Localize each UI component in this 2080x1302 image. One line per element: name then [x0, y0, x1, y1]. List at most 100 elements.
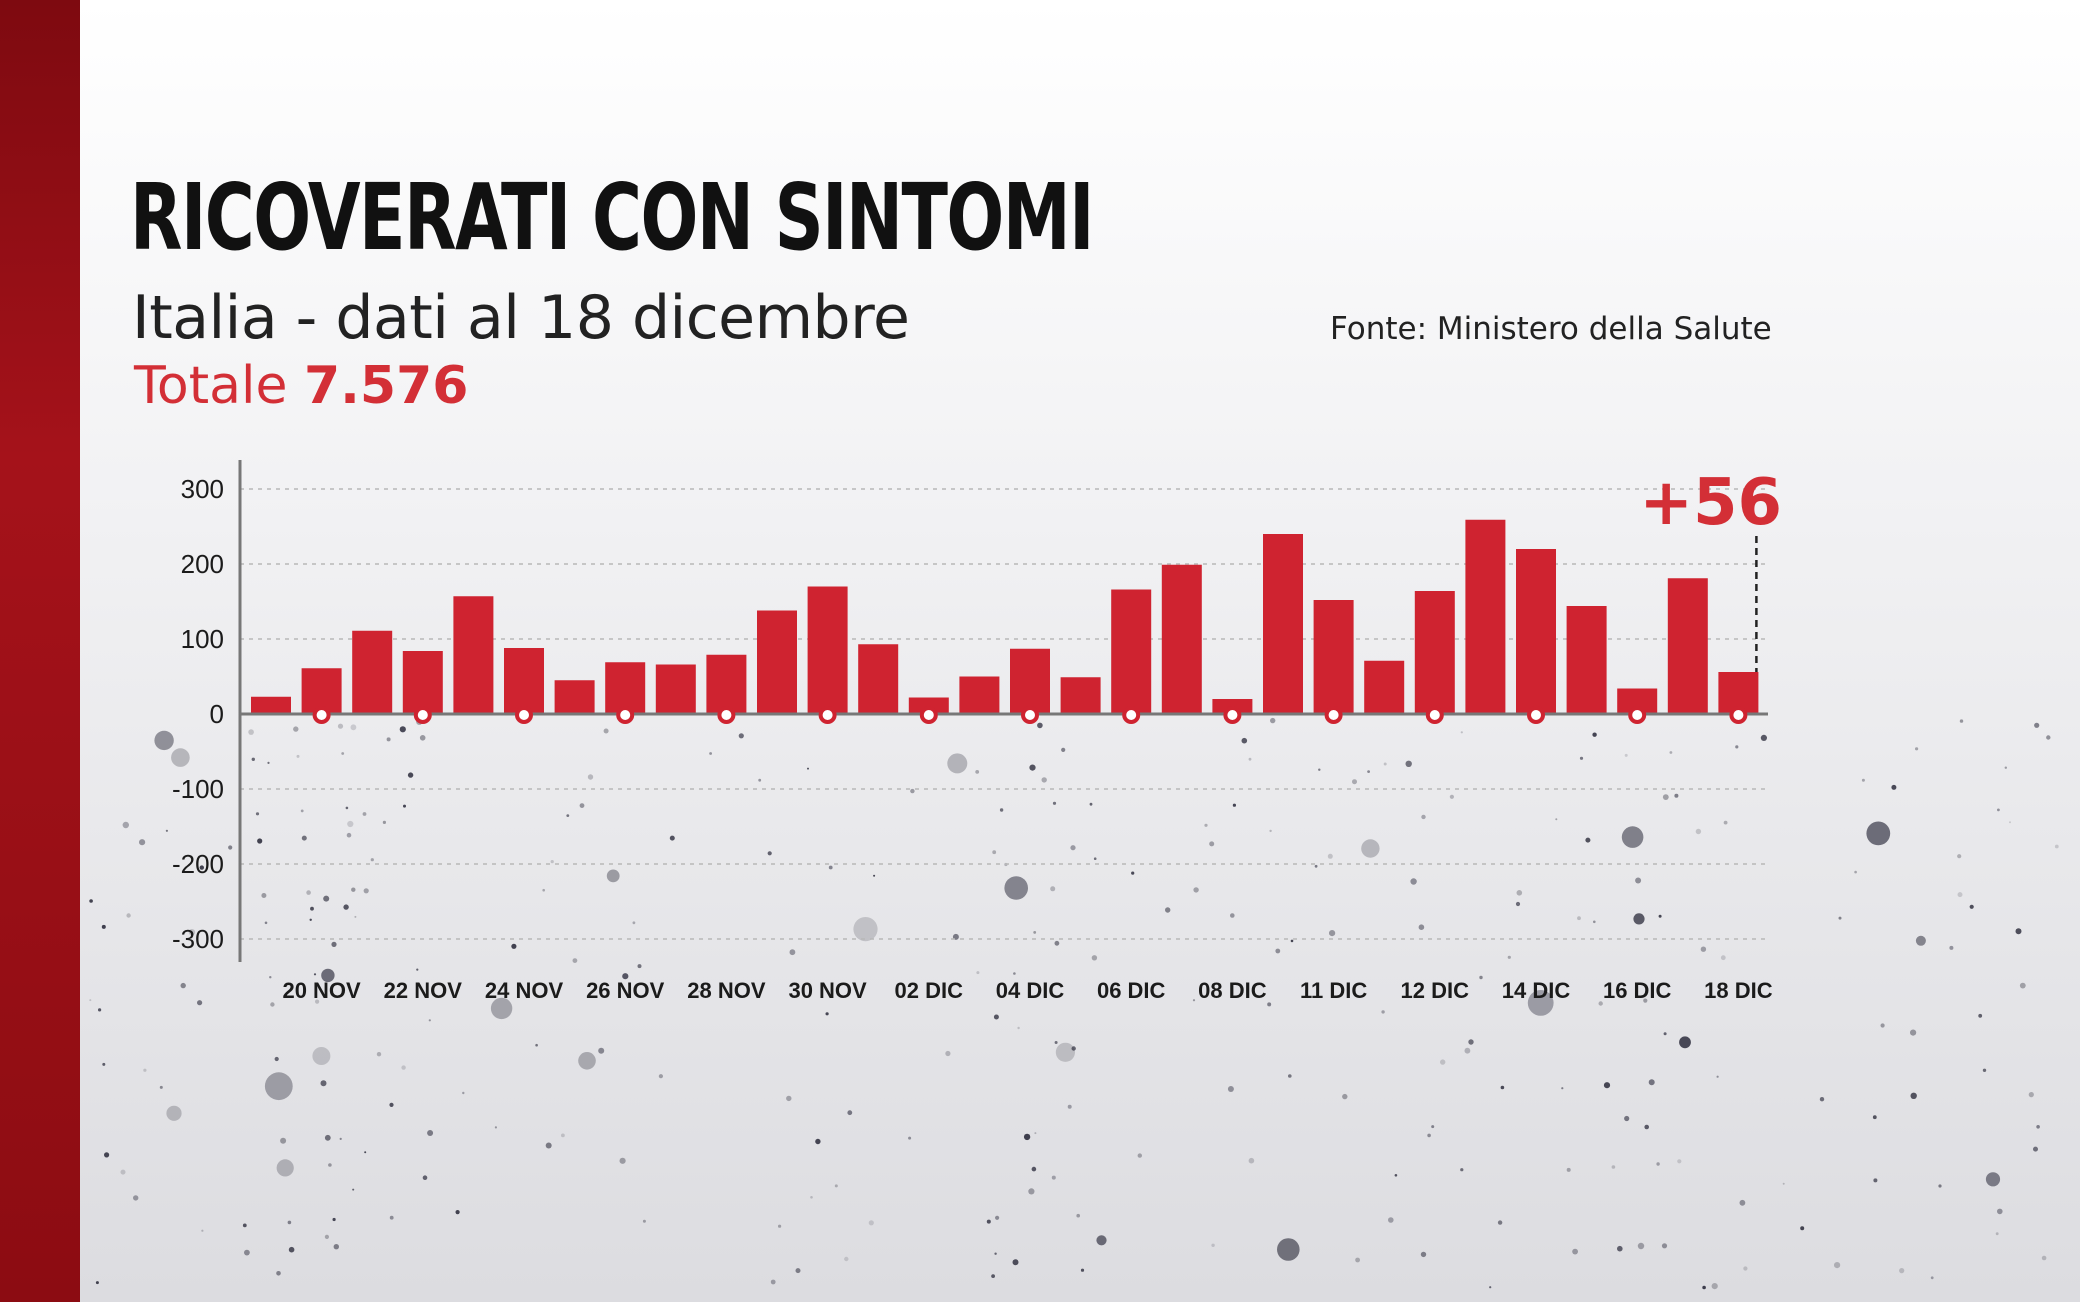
particle-dot: [1566, 1167, 1571, 1172]
bar: [1516, 549, 1556, 714]
particle-dot: [844, 1256, 849, 1262]
chart-title: RICOVERATI CON SINTOMI: [130, 164, 1094, 271]
particle-dot: [419, 735, 426, 741]
particle-dot: [331, 941, 337, 948]
particle-dot: [1383, 762, 1387, 766]
particle-dot: [698, 990, 701, 993]
particle-dot: [622, 973, 629, 980]
particle-dot: [165, 829, 168, 832]
particle-dot: [1516, 890, 1523, 896]
particle-dot: [1050, 886, 1056, 892]
particle-dot: [810, 1196, 813, 1199]
particle-dot: [847, 1110, 853, 1116]
particle-dot: [1033, 931, 1037, 934]
particle-dot: [401, 1065, 406, 1070]
x-tick-label: 22 NOV: [384, 978, 463, 1003]
particle-dot: [350, 724, 357, 731]
particle-dot: [1055, 1042, 1075, 1062]
particle-dot: [561, 1133, 565, 1138]
particle-dot: [1915, 747, 1919, 751]
particle-dot: [287, 1220, 292, 1225]
particle-dot: [139, 839, 146, 846]
left-accent-band: [0, 0, 80, 1302]
particle-dot: [1352, 779, 1357, 785]
particle-dot: [991, 1274, 995, 1278]
particle-dot: [1230, 913, 1235, 918]
particle-dot: [1051, 1175, 1056, 1180]
particle-dot: [637, 964, 642, 969]
particle-dot: [632, 921, 636, 925]
particle-dot: [1420, 1251, 1427, 1258]
particle-dot: [1782, 1182, 1785, 1185]
particle-dot: [1507, 955, 1511, 959]
bar: [1060, 677, 1101, 714]
particle-dot: [1643, 998, 1648, 1003]
particle-dot: [1621, 826, 1644, 848]
particle-dot: [1209, 841, 1215, 847]
particle-dot: [1723, 820, 1728, 825]
particle-dot: [789, 949, 796, 956]
particle-dot: [422, 1175, 428, 1180]
particle-dot: [1080, 1268, 1085, 1272]
particle-dot: [1137, 1153, 1143, 1158]
particle-dot: [1394, 1174, 1398, 1177]
particle-dot: [251, 757, 255, 761]
x-tick-marker: [1425, 706, 1444, 724]
particle-dot: [354, 915, 357, 918]
particle-dot: [324, 1234, 329, 1239]
particle-dot: [738, 733, 744, 739]
particle-dot: [619, 1157, 626, 1164]
particle-dot: [154, 730, 174, 751]
particle-dot: [1440, 1059, 1446, 1065]
particle-dot: [2004, 766, 2008, 769]
particle-dot: [362, 812, 367, 816]
particle-dot: [2033, 1146, 2038, 1152]
particle-dot: [269, 976, 272, 979]
particle-dot: [300, 809, 304, 813]
particle-dot: [873, 874, 876, 877]
bar: [402, 651, 443, 714]
particle-dot: [2041, 1255, 2047, 1261]
particle-dot: [293, 726, 299, 732]
particle-dot: [1978, 1013, 1983, 1018]
x-tick-marker: [717, 706, 736, 724]
particle-dot: [1388, 1217, 1394, 1223]
particle-dot: [1031, 1166, 1037, 1172]
particle-dot: [1071, 1046, 1076, 1051]
source-note: Fonte: Ministero della Salute: [1330, 311, 1772, 347]
particle-dot: [1760, 734, 1767, 742]
particle-dot: [1489, 1286, 1492, 1289]
particle-dot: [795, 1268, 801, 1274]
particle-dot: [1269, 829, 1272, 833]
particle-dot: [1572, 1248, 1578, 1255]
particle-dot: [669, 835, 675, 841]
particle-dot: [255, 812, 260, 816]
particle-dot: [1165, 907, 1171, 913]
x-tick-label: 18 DIC: [1704, 978, 1773, 1003]
particle-dot: [1227, 1086, 1234, 1092]
particle-dot: [1585, 837, 1591, 843]
particle-dot: [976, 971, 980, 975]
particle-dot: [1700, 946, 1707, 952]
particle-dot: [945, 1050, 951, 1057]
particle-dot: [455, 1210, 460, 1215]
particle-dot: [778, 1224, 782, 1228]
particle-dot: [102, 1062, 106, 1066]
particle-dot: [511, 943, 517, 949]
particle-dot: [301, 835, 307, 841]
particle-dot: [1355, 1257, 1360, 1263]
particle-dot: [257, 838, 263, 844]
particle-dot: [1277, 1238, 1300, 1261]
particle-dot: [1644, 1124, 1649, 1130]
total-label: Totale: [134, 356, 288, 416]
particle-dot: [306, 890, 311, 895]
particle-dot: [853, 917, 878, 942]
particle-dot: [1527, 990, 1554, 1016]
particle-dot: [309, 918, 312, 921]
particle-dot: [1617, 1245, 1623, 1252]
particle-dot: [1449, 794, 1454, 799]
particle-dot: [1267, 1002, 1272, 1007]
particle-dot: [1577, 916, 1581, 921]
particle-dot: [264, 1072, 293, 1101]
